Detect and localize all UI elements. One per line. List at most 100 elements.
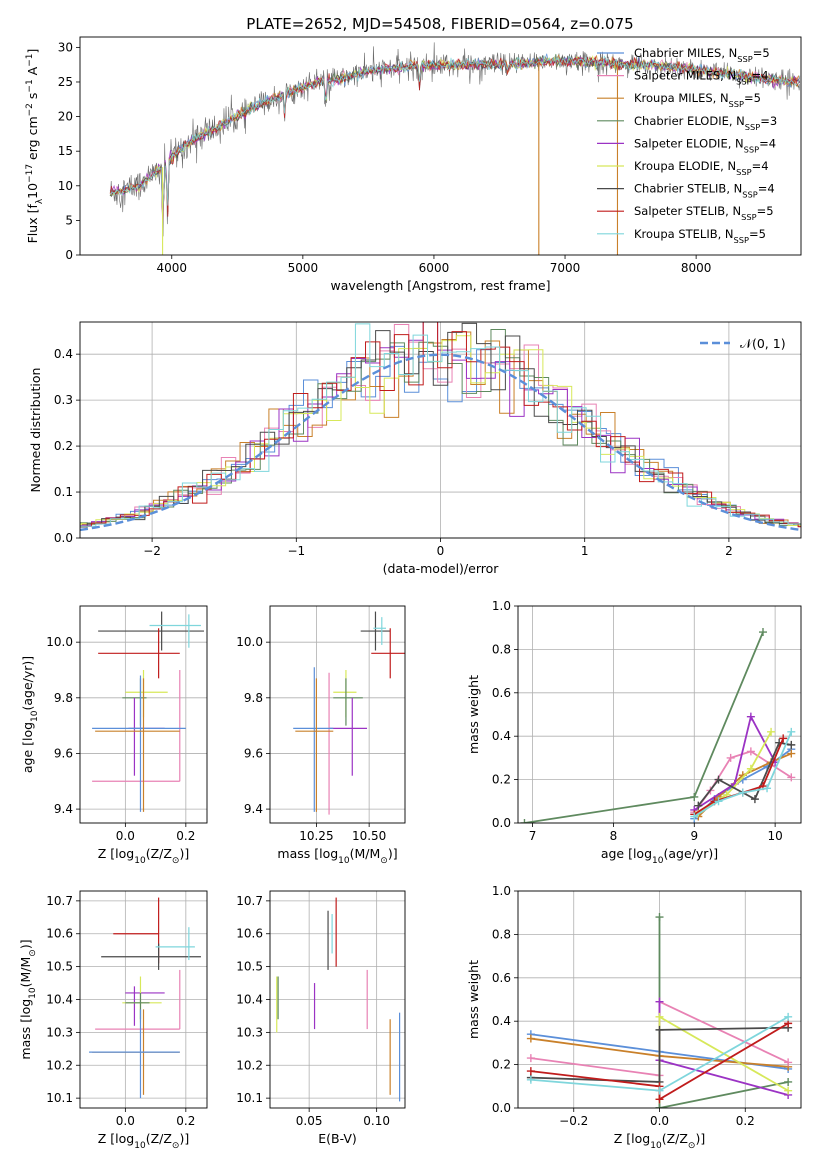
weight_vs_age-marker-kroupa-stelib — [738, 788, 747, 797]
age_vs_Z-xtick-label: 0.0 — [116, 829, 135, 843]
legend-entry-chabrier-elodie: Chabrier ELODIE, NSSP=3 — [634, 114, 777, 132]
legend-entry-value: =4 — [752, 69, 769, 83]
spectrum-y-axis-title-part: −17 — [25, 164, 35, 183]
weight_vs_age-marker-chabrier-elodie — [690, 792, 699, 801]
legend-entry-value: =4 — [758, 182, 775, 196]
weight_vs_age-marker-salpeter-miles — [726, 753, 735, 762]
weight_vs_Z-ytick-label: 0.2 — [492, 1058, 511, 1072]
age_vs_mass-ytick-label: 9.8 — [244, 691, 263, 705]
weight_vs_age-xtick-label: 10 — [767, 829, 782, 843]
weight_vs_Z-ytick-label: 1.0 — [492, 884, 511, 898]
spectrum-x-axis-title: wavelength [Angstrom, rest frame] — [330, 278, 550, 293]
legend-entry-value: =5 — [744, 91, 761, 105]
mass_vs_EBV-axes: 0.05 0.10 10.1 10.2 10.3 10.4 10.5 10.6 10.7 E(B-… — [236, 890, 406, 1146]
spectrum-y-axis-title-part: s — [25, 93, 40, 104]
legend-entry-sub: SSP — [744, 144, 759, 154]
legend-entry-label: Salpeter STELIB, N — [634, 204, 741, 218]
spectrum-xtick-label: 8000 — [681, 261, 712, 275]
mass_vs_EBV-ytick-label: 10.3 — [236, 1025, 263, 1039]
residuals-xtick-label: −2 — [143, 544, 161, 558]
legend-entry-sub: SSP — [737, 54, 752, 64]
age_vs_mass-plot-area — [293, 611, 405, 815]
mass_vs_Z-xtick-label: 0.2 — [176, 1114, 195, 1128]
age_vs_mass-x-axis-title-part: (M/M — [350, 846, 381, 861]
mass_vs_Z-y-axis-title-part: ⊙ — [28, 949, 38, 957]
age_vs_Z-ytick-label: 9.6 — [54, 746, 73, 760]
residuals-xtick-label: 2 — [725, 544, 733, 558]
age_vs_mass-x-axis-title-part: )] — [388, 846, 398, 861]
age_vs_Z-x-axis-title-part: Z [log — [98, 846, 134, 861]
spectrum-y-axis-title-part: −1 — [25, 54, 35, 67]
age_vs_mass-xtick-label: 10.50 — [352, 829, 386, 843]
mass_vs_Z-ytick-label: 10.6 — [46, 927, 73, 941]
legend-entry-label: Salpeter MILES, N — [634, 69, 736, 83]
weight_vs_age-x-axis-title: age [log10(age/yr)] — [601, 846, 718, 866]
legend-entry-value: =3 — [760, 114, 777, 128]
mass_vs_Z-xtick-label: 0.0 — [116, 1114, 135, 1128]
age_vs_mass-ytick-label: 9.6 — [244, 746, 263, 760]
weight_vs_Z-marker-chabrier-stelib — [655, 1025, 664, 1034]
weight_vs_Z-x-axis-title-part: (Z/Z — [662, 1131, 688, 1146]
weight_vs_Z-plot-area — [526, 913, 793, 1108]
mass_vs_Z-ytick-label: 10.5 — [46, 960, 73, 974]
weight_vs_Z-xtick-label: −0.2 — [559, 1114, 588, 1128]
age_vs_mass-x-axis-title: mass [log10(M/M⊙)] — [277, 846, 397, 866]
weight_vs_Z-axes: −0.2 0.0 0.2 0.0 0.2 0.4 0.6 0.8 1.0 Z [log10(Z/Z… — [466, 884, 802, 1151]
hist-kroupa-elodie — [80, 335, 801, 527]
weight_vs_age-marker-chabrier-elodie — [758, 628, 767, 637]
weight_vs_Z-marker-salpeter-miles — [784, 1058, 793, 1067]
spectrum-y-axis-title-part: Flux [f — [25, 204, 40, 244]
legend-entry-value: =5 — [753, 46, 770, 60]
weight_vs_Z-x-axis-title-part: ⊙ — [688, 1141, 696, 1151]
weight_vs_Z-marker-kroupa-elodie — [655, 1012, 664, 1021]
weight_vs_Z-marker-salpeter-elodie — [655, 997, 664, 1006]
residuals-plot-area — [80, 322, 801, 532]
residuals-xtick-label: −1 — [287, 544, 305, 558]
weight_vs_Z-marker-chabrier-elodie — [655, 1104, 664, 1108]
weight_vs_Z-marker-chabrier-elodie — [784, 1077, 793, 1086]
spectrum-xtick-label: 6000 — [419, 261, 450, 275]
age_vs_mass-ytick-label: 10.0 — [236, 635, 263, 649]
age_vs_mass-xtick-label: 10.25 — [299, 829, 333, 843]
legend-entry-salpeter-elodie: Salpeter ELODIE, NSSP=4 — [634, 136, 776, 154]
legend-entry-kroupa-miles: Kroupa MILES, NSSP=5 — [634, 91, 761, 109]
weight_vs_age-ytick-label: 1.0 — [492, 599, 511, 613]
residuals-ytick-label: 0.1 — [54, 485, 73, 499]
weight_vs_age-line-salpeter-elodie — [693, 714, 776, 811]
legend-entry-sub: SSP — [741, 212, 756, 222]
figure-title: PLATE=2652, MJD=54508, FIBERID=0564, z=0… — [246, 15, 633, 33]
spectrum-y-axis-title-part: erg cm — [25, 116, 40, 164]
weight_vs_Z-marker-salpeter-stelib — [526, 1067, 535, 1076]
mass_vs_EBV-ytick-label: 10.1 — [236, 1091, 263, 1105]
weight_vs_Z-x-axis-title-part: 10 — [650, 1141, 662, 1151]
mass_vs_EBV-xtick-label: 0.05 — [296, 1114, 323, 1128]
weight_vs_Z-ytick-label: 0.0 — [492, 1101, 511, 1115]
residuals-ytick-label: 0.4 — [54, 347, 73, 361]
weight_vs_age-marker-salpeter-miles — [746, 747, 755, 756]
weight_vs_age-ytick-label: 0.0 — [492, 816, 511, 830]
weight_vs_age-marker-salpeter-stelib — [779, 734, 788, 743]
weight_vs_age-x-axis-title-part: (age/yr)] — [663, 846, 718, 861]
age_vs_mass-x-axis-title-part: ⊙ — [380, 856, 388, 866]
age_vs_Z-plot-area — [92, 611, 204, 812]
legend-entry-value: =5 — [749, 227, 766, 241]
weight_vs_age-ytick-label: 0.8 — [492, 642, 511, 656]
mass_vs_Z-ytick-label: 10.7 — [46, 894, 73, 908]
weight_vs_age-marker-kroupa-stelib — [690, 812, 699, 821]
legend-entry-sub: SSP — [729, 99, 744, 109]
weight_vs_age-xtick-label: 9 — [690, 829, 698, 843]
age_vs_Z-y-axis-title-part: 10 — [30, 710, 40, 722]
weight_vs_Z-xtick-label: 0.0 — [650, 1114, 669, 1128]
age_vs_Z-axes: 0.0 0.29.49.69.810.0Z [log10(Z/Z⊙)]age [l… — [20, 605, 208, 866]
weight_vs_age-marker-kroupa-stelib — [714, 797, 723, 806]
legend-entry-value: =4 — [752, 159, 769, 173]
spectrum-y-axis-title-part: 10 — [25, 183, 40, 199]
mass_vs_Z-frame — [79, 890, 208, 1109]
legend-entry-kroupa-elodie: Kroupa ELODIE, NSSP=4 — [634, 159, 769, 177]
mass_vs_EBV-ytick-label: 10.6 — [236, 927, 263, 941]
mass_vs_EBV-ytick-label: 10.4 — [236, 993, 263, 1007]
spectrum-y-axis-title-part: A — [25, 66, 40, 79]
weight_vs_age-xtick-label: 7 — [529, 829, 537, 843]
spectrum-flux-y-axis-title: Flux [fλ10−17 erg cm−2 s−1 A−1] — [25, 49, 45, 244]
